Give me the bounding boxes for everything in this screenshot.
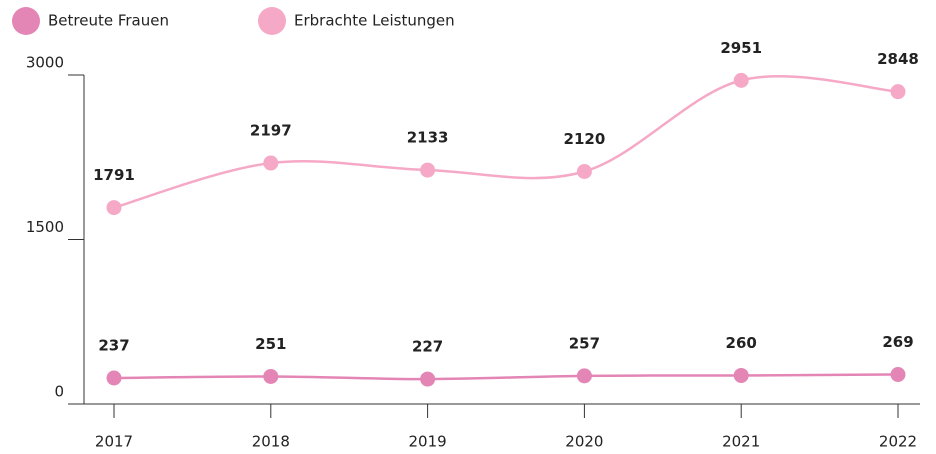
data-label: 1791 (93, 166, 135, 184)
legend-label: Betreute Frauen (48, 12, 169, 30)
data-label: 260 (726, 334, 757, 352)
data-label: 2133 (407, 129, 449, 147)
x-tick-label: 2020 (565, 433, 603, 451)
x-tick-label: 2021 (722, 433, 760, 451)
data-point (733, 367, 749, 383)
y-tick-label: 0 (54, 383, 64, 401)
series-line (113, 373, 899, 381)
data-point (890, 366, 906, 382)
data-label: 2848 (877, 50, 919, 68)
legend-swatch (12, 7, 40, 35)
data-label: 2951 (720, 39, 762, 57)
x-tick-label: 2022 (879, 433, 917, 451)
series-line (113, 74, 899, 209)
x-tick-label: 2018 (252, 433, 290, 451)
data-label: 2197 (250, 122, 292, 140)
data-label: 251 (255, 335, 286, 353)
data-point (733, 72, 749, 88)
legend-label: Erbrachte Leistungen (294, 12, 455, 30)
data-point (263, 368, 279, 384)
legend-swatch (258, 7, 286, 35)
data-label: 237 (98, 337, 129, 355)
x-tick-label: 2017 (95, 433, 133, 451)
data-point (576, 368, 592, 384)
data-label: 227 (412, 338, 443, 356)
data-label: 257 (569, 334, 600, 352)
data-point (263, 155, 279, 171)
data-point (576, 164, 592, 180)
data-point (420, 162, 436, 178)
data-label: 269 (882, 333, 913, 351)
data-point (106, 370, 122, 386)
data-point (420, 371, 436, 387)
data-point (106, 200, 122, 216)
data-label: 2120 (564, 130, 606, 148)
y-tick-label: 1500 (26, 218, 64, 236)
data-point (890, 84, 906, 100)
x-tick-label: 2019 (409, 433, 447, 451)
y-tick-label: 3000 (26, 54, 64, 72)
